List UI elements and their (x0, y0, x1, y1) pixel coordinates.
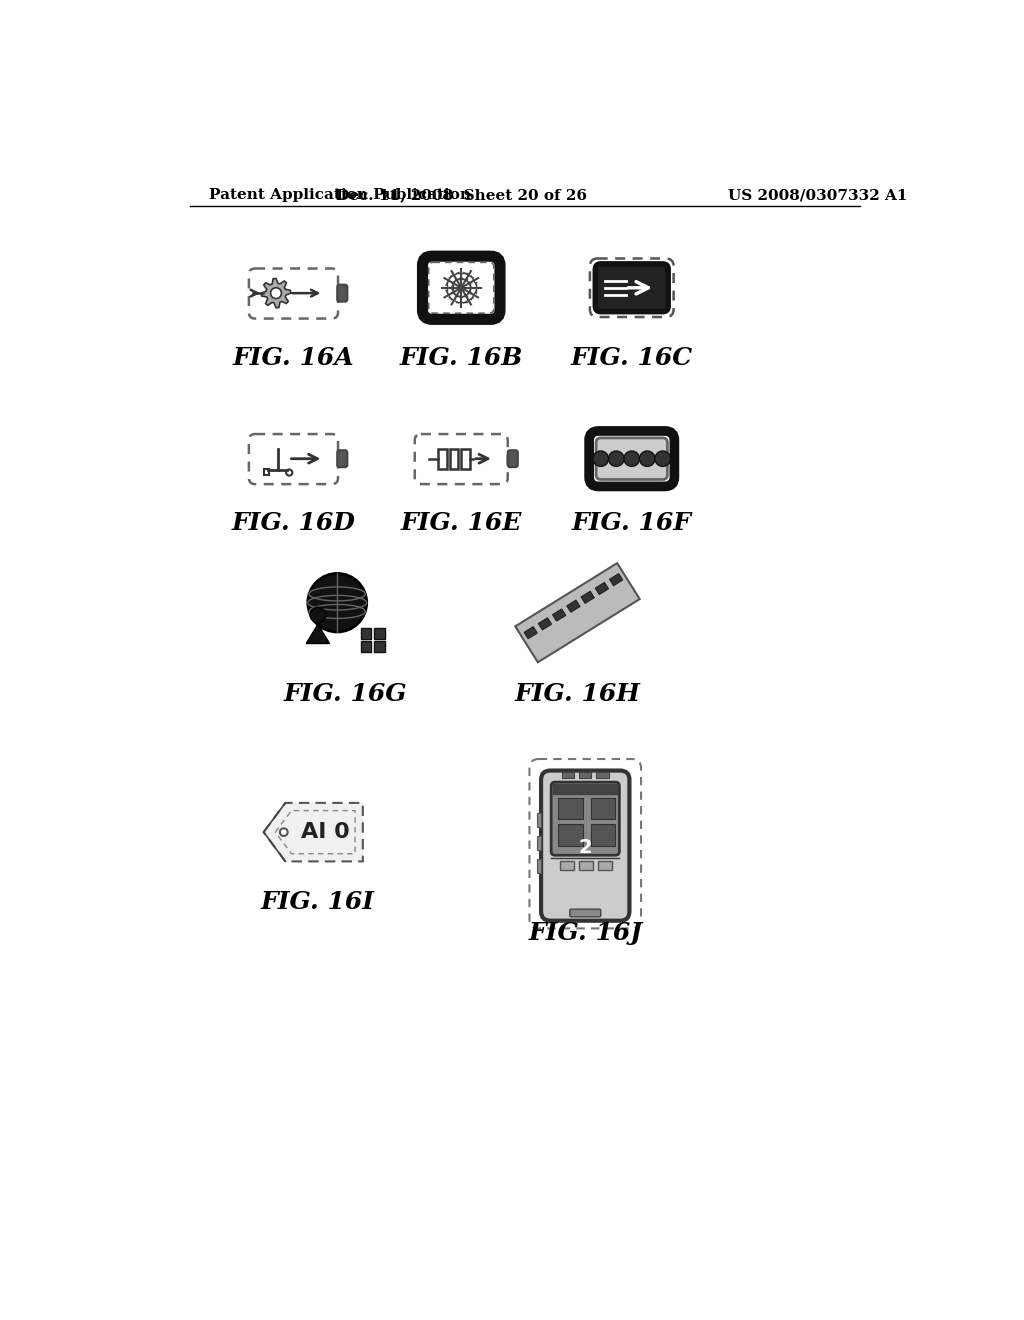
Bar (579, 861, 593, 870)
FancyBboxPatch shape (589, 430, 675, 487)
Text: FIG. 16E: FIG. 16E (400, 511, 522, 535)
FancyBboxPatch shape (551, 781, 620, 855)
Text: FIG. 16D: FIG. 16D (231, 511, 355, 535)
Polygon shape (581, 591, 594, 603)
Text: FIG. 16G: FIG. 16G (284, 682, 407, 706)
FancyBboxPatch shape (508, 450, 518, 467)
Bar (438, 449, 446, 469)
Text: FIG. 16B: FIG. 16B (399, 346, 523, 370)
FancyBboxPatch shape (337, 450, 347, 467)
Text: AI 0: AI 0 (301, 822, 350, 842)
Text: FIG. 16I: FIG. 16I (261, 890, 375, 913)
Bar (263, 470, 269, 475)
Polygon shape (553, 609, 566, 622)
Bar (562, 772, 574, 779)
Text: FIG. 16C: FIG. 16C (570, 346, 693, 370)
Circle shape (640, 451, 655, 466)
FancyBboxPatch shape (569, 909, 601, 917)
Text: FIG. 16J: FIG. 16J (528, 921, 642, 945)
Bar (450, 449, 458, 469)
Circle shape (593, 451, 608, 466)
Bar (591, 825, 615, 846)
FancyBboxPatch shape (596, 438, 668, 479)
Polygon shape (539, 618, 552, 630)
Bar (598, 861, 611, 870)
FancyBboxPatch shape (423, 256, 500, 319)
Polygon shape (515, 564, 640, 663)
Bar (538, 859, 541, 873)
Bar (538, 836, 541, 850)
Bar (538, 813, 541, 826)
Text: Dec. 11, 2008  Sheet 20 of 26: Dec. 11, 2008 Sheet 20 of 26 (336, 189, 587, 202)
Circle shape (280, 829, 288, 836)
Text: 2: 2 (579, 838, 592, 857)
Text: US 2008/0307332 A1: US 2008/0307332 A1 (728, 189, 907, 202)
Bar (374, 628, 385, 639)
Circle shape (655, 451, 671, 466)
Bar (596, 772, 608, 779)
Circle shape (310, 607, 326, 623)
Polygon shape (566, 601, 580, 612)
Text: FIG. 16H: FIG. 16H (515, 682, 640, 706)
Bar (591, 797, 615, 818)
Bar (558, 797, 583, 818)
Polygon shape (595, 582, 608, 594)
Text: Patent Application Publication: Patent Application Publication (209, 189, 471, 202)
Bar (558, 825, 583, 846)
Bar (579, 772, 592, 779)
Bar (374, 642, 385, 652)
FancyBboxPatch shape (595, 264, 669, 312)
Circle shape (308, 573, 367, 632)
Text: FIG. 16F: FIG. 16F (571, 511, 692, 535)
Polygon shape (609, 574, 623, 586)
Polygon shape (261, 279, 291, 308)
Text: FIG. 16A: FIG. 16A (232, 346, 354, 370)
Bar (360, 642, 372, 652)
Polygon shape (524, 627, 538, 639)
FancyBboxPatch shape (337, 285, 347, 302)
FancyBboxPatch shape (541, 771, 630, 921)
Circle shape (270, 288, 282, 298)
Polygon shape (306, 624, 330, 644)
Circle shape (624, 451, 640, 466)
Polygon shape (263, 803, 362, 862)
Bar (560, 861, 574, 870)
Bar (360, 628, 372, 639)
Bar (461, 449, 470, 469)
Circle shape (608, 451, 624, 466)
